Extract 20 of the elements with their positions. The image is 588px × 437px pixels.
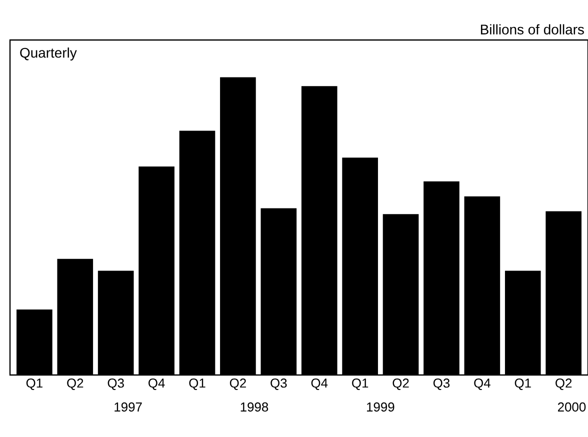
- x-tick-label: Q1: [514, 378, 531, 390]
- x-tick-label: Q4: [148, 378, 165, 390]
- x-tick-label: Q2: [556, 378, 572, 390]
- x-tick-label: Q1: [26, 378, 42, 390]
- x-tick-label: Q1: [189, 378, 206, 390]
- text: 2000: [558, 402, 586, 412]
- x-tick-label: Q3: [433, 378, 450, 390]
- x-tick-label: Q3: [270, 378, 287, 390]
- x-tick-label: Q3: [108, 378, 124, 390]
- x-tick-label: Q4: [311, 378, 328, 390]
- x-tick-label: Q2: [230, 378, 246, 390]
- x-tick-label: Q2: [67, 378, 84, 390]
- y-axis-title: Billions of dollars: [480, 24, 584, 34]
- x-tick-label: Q1: [352, 378, 368, 390]
- chart-subtitle: Quarterly: [20, 47, 77, 60]
- x-tick-label: Q2: [392, 378, 409, 390]
- x-tick-label: Q4: [474, 378, 490, 390]
- text: 1997: [114, 402, 142, 412]
- text: 1998: [240, 402, 268, 412]
- text: 1999: [366, 402, 394, 412]
